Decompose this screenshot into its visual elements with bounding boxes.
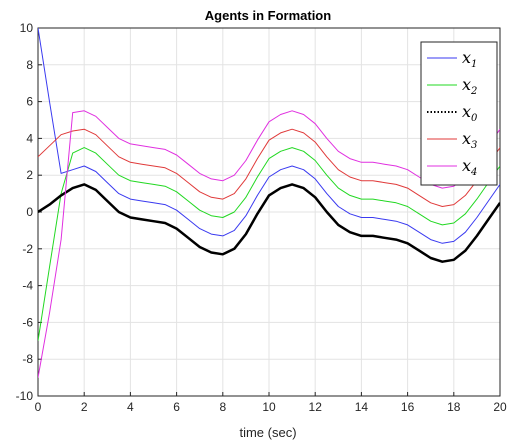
y-tick-label: -8 [22,352,33,366]
y-tick-label: -10 [16,389,34,403]
legend-label-x2: x2 [462,75,477,97]
series-x3-line [38,128,500,207]
x-tick-label: 14 [355,400,369,414]
x-tick-label: 12 [309,400,323,414]
x-axis: 0 2 4 6 8 10 12 14 16 18 20 [35,392,507,414]
legend-label-x0: x0 [462,102,478,124]
x-tick-label: 18 [447,400,461,414]
chart-title: Agents in Formation [205,8,331,23]
x-tick-label: 6 [173,400,180,414]
y-tick-label: -2 [22,242,33,256]
series-x1-line [38,28,500,244]
legend-label-x3: x3 [462,129,477,151]
legend: x1 x2 x0 x3 x4 [420,41,498,186]
y-tick-label: 0 [26,205,33,219]
x-tick-label: 20 [493,400,507,414]
y-tick-label: 8 [26,58,33,72]
legend-label-x4: x4 [462,156,477,178]
y-tick-label: -4 [22,279,33,293]
x-tick-label: 4 [127,400,134,414]
series-x2-line [38,147,500,341]
x-tick-label: 0 [35,400,42,414]
y-tick-label: -6 [22,315,33,329]
x-tick-label: 8 [219,400,226,414]
legend-label-x1: x1 [462,48,477,70]
y-tick-label: 2 [26,168,33,182]
x-axis-label: time (sec) [239,425,296,440]
x-tick-label: 16 [401,400,415,414]
series-x0-line [38,183,500,263]
y-tick-label: 10 [20,21,34,35]
y-tick-label: 6 [26,95,33,109]
legend-box [420,41,498,186]
x-tick-label: 2 [81,400,88,414]
x-tick-label: 10 [262,400,276,414]
y-axis: -10 -8 -6 -4 -2 0 2 4 6 8 10 [16,21,42,403]
y-tick-label: 4 [26,131,33,145]
